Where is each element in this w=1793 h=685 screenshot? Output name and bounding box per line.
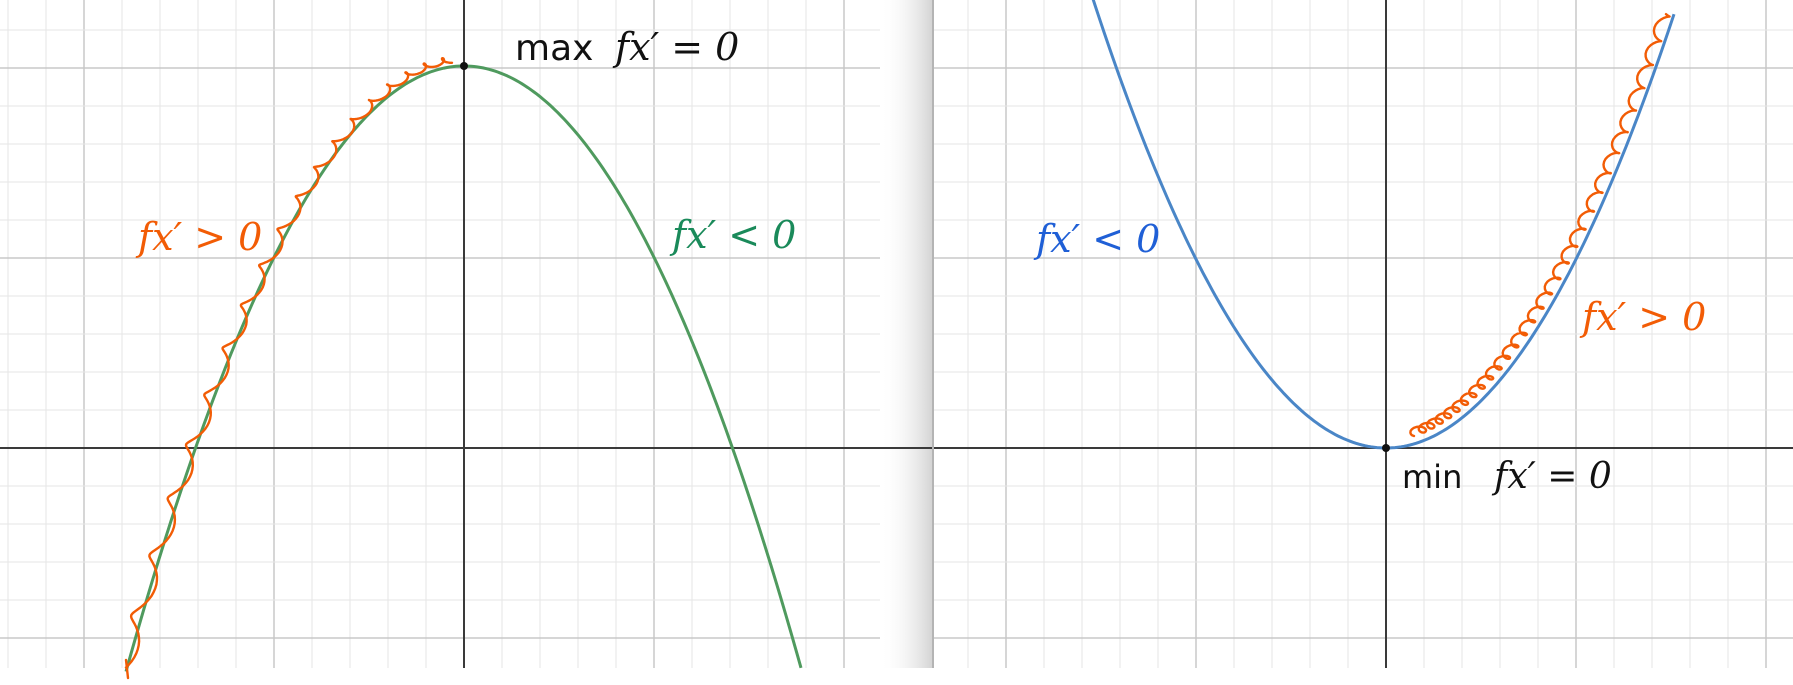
left-decreasing-label: fx′ < 0 — [669, 213, 796, 257]
increasing-slope-scribble-right — [1409, 13, 1671, 438]
left-axes — [0, 0, 932, 668]
min-point-dot-icon — [1382, 444, 1390, 452]
max-expression: fx′ = 0 — [612, 25, 739, 69]
max-annotation: max fx′ = 0 — [515, 25, 739, 69]
max-word: max — [515, 28, 593, 69]
min-expression: fx′ = 0 — [1491, 456, 1612, 497]
right-increasing-label: fx′ > 0 — [1579, 295, 1706, 339]
increasing-slope-scribble — [124, 57, 454, 680]
min-annotation: min fx′ = 0 — [1402, 456, 1612, 497]
max-point-dot-icon — [460, 62, 468, 70]
min-word: min — [1402, 458, 1462, 496]
left-panel-grid — [0, 0, 880, 668]
left-increasing-label: fx′ > 0 — [135, 215, 262, 259]
bottom-margin — [0, 668, 1793, 685]
page-fold-shadow — [880, 0, 932, 668]
right-axes — [934, 0, 1793, 668]
upward-parabola-curve — [1091, 0, 1676, 450]
right-decreasing-label: fx′ < 0 — [1033, 217, 1160, 261]
